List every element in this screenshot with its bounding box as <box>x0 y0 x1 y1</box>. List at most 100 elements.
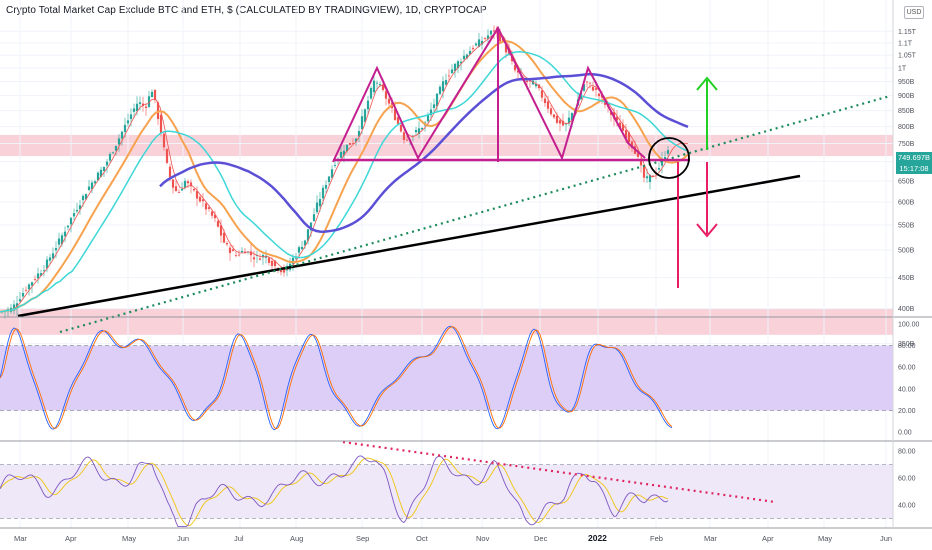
dotted-trendline <box>59 94 891 334</box>
stoch-k-line <box>0 325 673 431</box>
head-and-shoulders-pattern <box>332 25 646 163</box>
candle-body <box>591 86 595 91</box>
candle-body <box>618 122 622 129</box>
candle-body <box>21 292 25 297</box>
candle-body <box>402 132 406 140</box>
candle-body <box>141 103 145 106</box>
candle-body <box>444 80 448 85</box>
time-tick-label: Jun <box>177 534 189 543</box>
candle-body <box>228 247 232 253</box>
candle-body <box>378 84 382 85</box>
candle-body <box>627 132 631 143</box>
time-tick-label: Apr <box>65 534 77 543</box>
stoch-tick-label: 60.00 <box>898 365 916 372</box>
candle-body <box>129 114 133 120</box>
candle-body <box>66 225 70 228</box>
candle-body <box>222 232 226 243</box>
last-price-value: 749.697B <box>897 153 931 162</box>
candle-body <box>216 220 220 227</box>
candle-body <box>162 133 166 148</box>
candle-body <box>12 304 16 311</box>
candle-body <box>666 150 670 154</box>
candle-body <box>387 98 391 104</box>
candle-body <box>552 114 556 118</box>
candle-body <box>492 30 496 32</box>
time-tick-label: Oct <box>416 534 429 543</box>
candle-body <box>24 289 28 291</box>
candle-body <box>660 158 664 166</box>
candle-body <box>153 89 157 101</box>
candle-body <box>570 113 574 121</box>
candle-body <box>588 82 592 84</box>
candle-body <box>330 169 334 178</box>
stoch-band <box>0 345 893 411</box>
price-tick-label: 400B <box>898 306 915 313</box>
candle-body <box>132 108 136 112</box>
candle-body <box>663 156 667 160</box>
stoch-tick-label: 40.00 <box>898 386 916 393</box>
candle-body <box>57 238 61 245</box>
candle-body <box>483 38 487 39</box>
candle-body <box>354 138 358 142</box>
candle-body <box>36 273 40 279</box>
candle-body <box>111 152 115 154</box>
candle-body <box>267 257 271 263</box>
candle-body <box>198 196 202 202</box>
candle-body <box>39 273 43 276</box>
candle-body <box>252 257 256 260</box>
currency-badge[interactable]: USD <box>904 6 924 19</box>
candle-body <box>645 176 649 179</box>
candle-body <box>90 182 94 190</box>
candle-body <box>234 254 238 256</box>
candle-body <box>114 145 118 151</box>
candle-body <box>75 209 79 212</box>
candle-body <box>420 127 424 130</box>
candle-body <box>567 117 571 124</box>
candle-body <box>510 56 514 62</box>
candle-body <box>429 109 433 116</box>
candle-body <box>468 50 472 55</box>
candle-body <box>594 88 598 90</box>
bar-countdown: 15:17:08 <box>899 164 929 173</box>
price-tick-label: 750B <box>898 141 915 148</box>
candle-body <box>144 106 148 108</box>
stoch-d-line <box>0 326 673 430</box>
rsi-tick-label: 80.00 <box>898 449 916 456</box>
price-tick-label: 800B <box>898 124 915 131</box>
candle-body <box>303 240 307 246</box>
candle-body <box>459 61 463 64</box>
candle-body <box>189 182 193 186</box>
candle-body <box>621 124 625 131</box>
price-tick-label: 500B <box>898 248 915 255</box>
candle-body <box>417 128 421 135</box>
candle-body <box>405 139 409 141</box>
ascending-trendline <box>17 174 801 318</box>
candle-body <box>375 82 379 84</box>
candle-body <box>156 102 160 120</box>
candle-body <box>195 191 199 199</box>
candle-body <box>549 108 553 115</box>
candle-body <box>582 84 586 91</box>
stoch-tick-label: 100.00 <box>898 322 920 329</box>
candle-body <box>210 211 214 216</box>
candle-body <box>258 258 262 260</box>
ema-slow-line <box>0 51 689 313</box>
candle-body <box>135 103 139 112</box>
candle-body <box>99 169 103 177</box>
time-tick-label: Mar <box>704 534 717 543</box>
candle-body <box>273 260 277 267</box>
time-tick-label: Nov <box>476 534 490 543</box>
candle-body <box>72 213 76 217</box>
candle-body <box>315 202 319 213</box>
candle-body <box>561 120 565 126</box>
candle-body <box>465 54 469 59</box>
support-zone <box>0 308 893 335</box>
candle-body <box>342 150 346 156</box>
candle-body <box>261 254 265 258</box>
price-tick-label: 550B <box>898 222 915 229</box>
candle-body <box>48 257 52 261</box>
stoch-tick-label: 0.00 <box>898 430 912 437</box>
candle-body <box>651 175 655 177</box>
candle-body <box>279 268 283 273</box>
